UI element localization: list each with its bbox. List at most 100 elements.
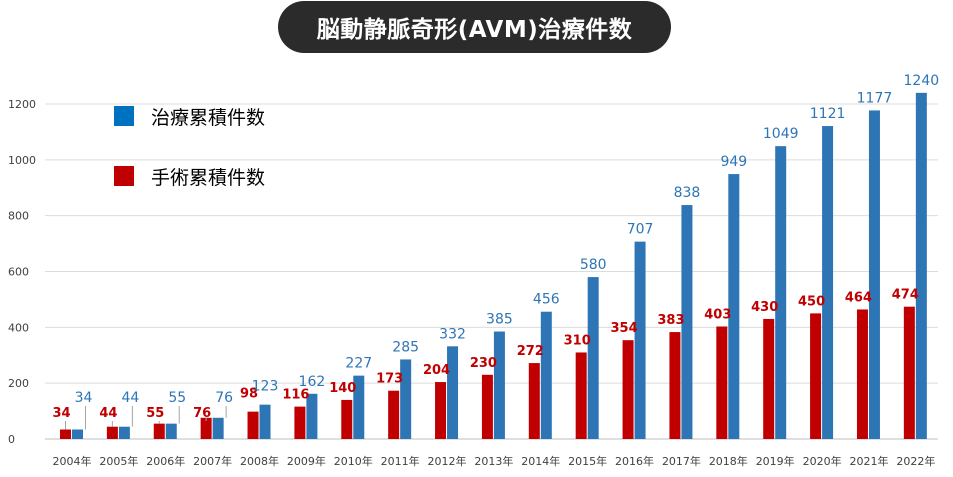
y-tick-label: 400 <box>8 321 29 334</box>
x-tick-label: 2021年 <box>849 454 888 468</box>
surgery-data-label: 403 <box>704 307 731 322</box>
x-tick-label: 2022年 <box>896 454 935 468</box>
treatment-data-label: 1121 <box>810 106 846 122</box>
surgery-bar <box>60 429 71 439</box>
x-tick-label: 2008年 <box>240 454 279 468</box>
legend-swatch <box>114 166 134 186</box>
surgery-data-label: 44 <box>99 406 117 421</box>
surgery-bar <box>153 423 165 439</box>
surgery-bar <box>481 374 493 439</box>
treatment-data-label: 1240 <box>904 73 940 89</box>
treatment-bar <box>306 393 318 439</box>
surgery-data-label: 272 <box>517 344 544 359</box>
surgery-bar <box>200 417 212 439</box>
x-tick-label: 2017年 <box>662 454 701 468</box>
surgery-data-label: 76 <box>193 406 211 421</box>
treatment-bar <box>587 277 599 439</box>
legend-label: 手術累積件数 <box>151 167 265 189</box>
surgery-data-label: 354 <box>610 321 637 336</box>
y-tick-label: 0 <box>8 433 15 446</box>
treatment-data-label: 44 <box>121 390 139 406</box>
x-tick-label: 2012年 <box>428 454 467 468</box>
treatment-bar <box>634 241 646 439</box>
treatment-data-label: 456 <box>533 292 560 308</box>
treatment-data-label: 385 <box>486 312 513 328</box>
chart-title-banner: 脳動静脈奇形(AVM)治療件数 <box>278 1 671 53</box>
chart-title: 脳動静脈奇形(AVM)治療件数 <box>316 17 633 43</box>
x-tick-label: 2015年 <box>568 454 607 468</box>
x-tick-label: 2018年 <box>709 454 748 468</box>
treatment-data-label: 838 <box>674 185 701 201</box>
surgery-bar <box>669 332 681 439</box>
treatment-bar <box>915 92 927 439</box>
legend-swatch <box>114 106 134 126</box>
treatment-bar <box>493 331 505 439</box>
x-tick-label: 2014年 <box>521 454 560 468</box>
treatment-data-label: 949 <box>720 154 747 170</box>
treatment-bar <box>72 429 83 439</box>
treatment-bar <box>775 146 787 439</box>
treatment-bar <box>822 126 834 439</box>
surgery-data-label: 450 <box>798 294 825 309</box>
treatment-bar <box>212 417 224 439</box>
surgery-bar <box>716 326 728 439</box>
surgery-data-label: 173 <box>376 372 403 387</box>
treatment-bar <box>353 375 365 439</box>
surgery-bar <box>106 426 118 439</box>
y-tick-label: 800 <box>8 210 29 223</box>
treatment-data-label: 1049 <box>763 126 799 142</box>
legend-label: 治療累積件数 <box>151 107 265 129</box>
surgery-bar <box>341 399 353 439</box>
treatment-data-label: 55 <box>168 390 186 406</box>
treatment-bar <box>868 110 880 439</box>
surgery-data-label: 230 <box>470 356 497 371</box>
treatment-bar <box>728 174 740 439</box>
x-tick-label: 2011年 <box>381 454 420 468</box>
y-tick-label: 200 <box>8 377 29 390</box>
surgery-data-label: 204 <box>423 363 450 378</box>
surgery-data-label: 464 <box>845 290 872 305</box>
x-tick-label: 2010年 <box>334 454 373 468</box>
x-tick-label: 2020年 <box>803 454 842 468</box>
surgery-bar <box>435 382 447 439</box>
x-tick-label: 2004年 <box>53 454 92 468</box>
surgery-bar <box>856 309 868 439</box>
x-tick-label: 2006年 <box>146 454 185 468</box>
treatment-bar <box>681 205 693 439</box>
surgery-bar <box>388 390 400 439</box>
x-tick-label: 2013年 <box>474 454 513 468</box>
x-tick-label: 2005年 <box>99 454 138 468</box>
surgery-data-label: 140 <box>329 381 356 396</box>
surgery-bar <box>903 306 915 439</box>
treatment-data-label: 162 <box>299 374 326 390</box>
x-tick-label: 2009年 <box>287 454 326 468</box>
treatment-bar <box>540 311 552 439</box>
surgery-bar <box>622 340 634 439</box>
treatment-bar <box>259 404 271 439</box>
treatment-data-label: 580 <box>580 257 607 273</box>
surgery-bar <box>528 363 540 439</box>
treatment-data-label: 34 <box>75 390 93 406</box>
surgery-bar <box>294 406 306 439</box>
surgery-data-label: 98 <box>240 387 258 402</box>
treatment-data-label: 707 <box>627 222 654 238</box>
surgery-data-label: 430 <box>751 300 778 315</box>
treatment-data-label: 285 <box>392 339 419 355</box>
treatment-data-label: 76 <box>215 390 233 406</box>
treatment-bar <box>118 426 130 439</box>
treatment-data-label: 332 <box>439 326 466 342</box>
y-tick-label: 600 <box>8 266 29 279</box>
treatment-bar <box>165 423 177 439</box>
treatment-bar <box>447 346 459 439</box>
surgery-bar <box>247 411 259 439</box>
treatment-bar <box>400 359 412 439</box>
y-tick-label: 1000 <box>8 154 36 167</box>
x-tick-label: 2016年 <box>615 454 654 468</box>
surgery-data-label: 383 <box>657 313 684 328</box>
x-tick-label: 2007年 <box>193 454 232 468</box>
surgery-bar <box>810 313 822 439</box>
surgery-data-label: 34 <box>52 406 70 421</box>
treatment-data-label: 227 <box>345 356 372 372</box>
y-tick-label: 1200 <box>8 98 36 111</box>
